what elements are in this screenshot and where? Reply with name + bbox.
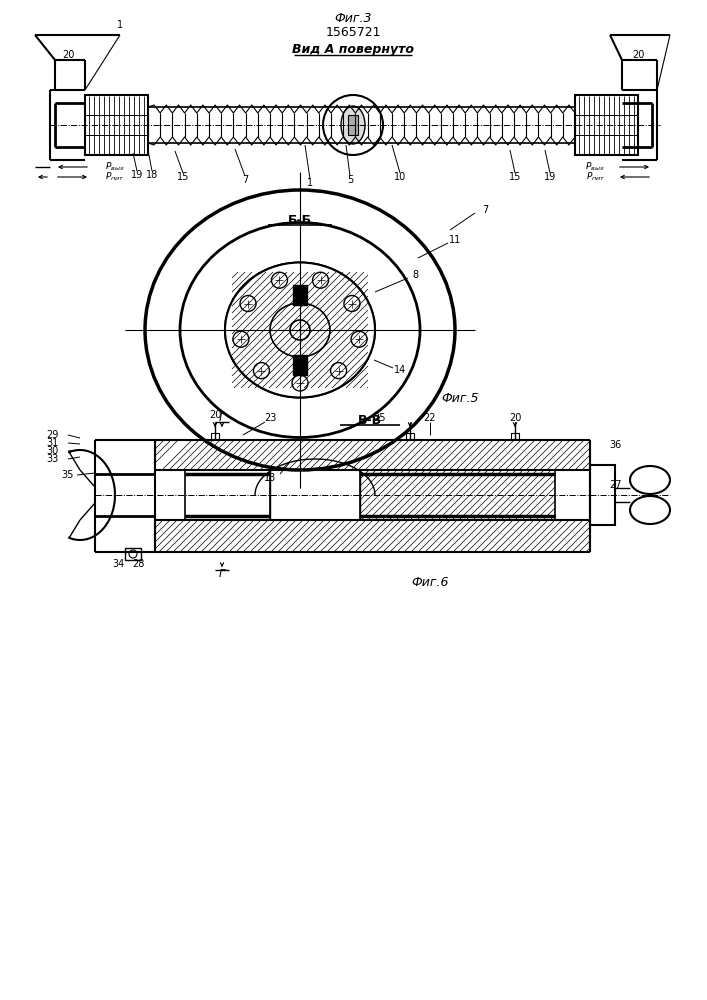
Circle shape: [323, 95, 383, 155]
Text: $P_{пит}$: $P_{пит}$: [105, 171, 124, 183]
Text: 34: 34: [112, 559, 124, 569]
Circle shape: [292, 375, 308, 391]
Text: 15: 15: [177, 172, 189, 182]
Circle shape: [233, 331, 249, 347]
Ellipse shape: [180, 223, 420, 438]
Circle shape: [253, 363, 269, 379]
Text: 25: 25: [374, 413, 386, 423]
Bar: [211, 433, 219, 439]
Ellipse shape: [225, 262, 375, 397]
Ellipse shape: [630, 466, 670, 494]
Text: 33: 33: [46, 454, 58, 464]
Text: 31: 31: [46, 438, 58, 448]
Bar: [293, 355, 307, 375]
Text: 20: 20: [62, 50, 74, 60]
Circle shape: [271, 272, 288, 288]
Text: 22: 22: [423, 413, 436, 423]
Text: 8: 8: [412, 270, 418, 280]
Text: Б-Б: Б-Б: [288, 214, 312, 227]
Circle shape: [240, 296, 256, 312]
Text: 1565721: 1565721: [325, 25, 381, 38]
Circle shape: [290, 320, 310, 340]
Text: 11: 11: [449, 235, 461, 245]
Text: 18: 18: [146, 170, 158, 180]
Bar: [406, 433, 414, 439]
Text: 29: 29: [46, 430, 58, 440]
Text: 35: 35: [62, 470, 74, 480]
Text: $P_{вых}$: $P_{вых}$: [585, 161, 605, 173]
Text: 1: 1: [307, 178, 313, 188]
Text: 19: 19: [131, 170, 143, 180]
Text: Г: Г: [219, 569, 225, 579]
Text: 23: 23: [264, 413, 276, 423]
Ellipse shape: [145, 190, 455, 470]
Text: 13: 13: [264, 473, 276, 483]
Bar: [575, 95, 638, 155]
Text: Фиг.3: Фиг.3: [334, 11, 372, 24]
Bar: [348, 115, 358, 135]
Bar: [511, 433, 519, 439]
Text: Фиг.5: Фиг.5: [441, 391, 479, 404]
Text: 27: 27: [609, 480, 621, 490]
Text: 36: 36: [609, 440, 621, 450]
Bar: [590, 465, 615, 525]
Text: 15: 15: [509, 172, 521, 182]
Bar: [293, 285, 307, 305]
Text: 20: 20: [632, 50, 644, 60]
Text: $P_{вых}$: $P_{вых}$: [105, 161, 125, 173]
Text: 20: 20: [209, 410, 221, 420]
Circle shape: [312, 272, 329, 288]
Ellipse shape: [270, 303, 330, 357]
Bar: [85, 95, 148, 155]
Circle shape: [344, 296, 360, 312]
Text: 10: 10: [394, 172, 406, 182]
Text: 28: 28: [132, 559, 144, 569]
Ellipse shape: [225, 262, 375, 397]
Bar: [125, 548, 141, 560]
Text: 1: 1: [117, 20, 123, 30]
Text: 20: 20: [509, 413, 521, 423]
Text: 5: 5: [347, 175, 353, 185]
Circle shape: [351, 331, 367, 347]
Ellipse shape: [630, 496, 670, 524]
Text: 7: 7: [482, 205, 488, 215]
Text: 14: 14: [394, 365, 406, 375]
Text: Фиг.6: Фиг.6: [411, 576, 449, 588]
Text: Вид А повернуто: Вид А повернуто: [292, 43, 414, 56]
Text: 19: 19: [544, 172, 556, 182]
Text: $P_{пит}$: $P_{пит}$: [585, 171, 605, 183]
Circle shape: [331, 363, 346, 379]
Text: Г: Г: [219, 413, 225, 423]
Text: 30: 30: [46, 446, 58, 456]
Ellipse shape: [341, 106, 365, 144]
Text: В-В: В-В: [358, 414, 382, 426]
Text: 7: 7: [242, 175, 248, 185]
